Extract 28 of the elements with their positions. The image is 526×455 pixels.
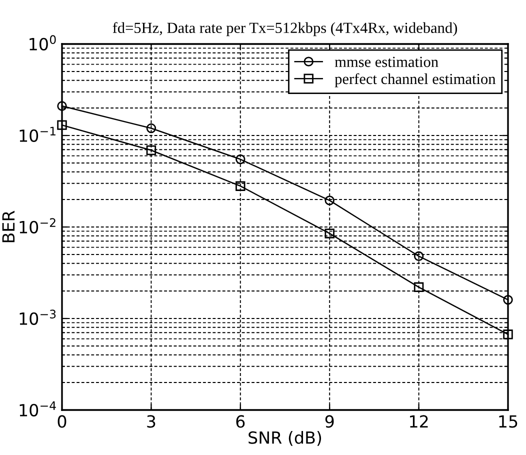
y-tick-label: 10$^{−4}$ [20,401,56,416]
x-tick-label: 12 [410,415,428,428]
x-tick-label: 0 [58,415,66,428]
point [146,123,156,134]
y-tick-label: 10$^{−2}$ [20,218,56,234]
point [236,181,246,191]
point [57,120,67,130]
point [146,145,156,156]
chart-title: fd=5Hz, Data rate per Tx=512kbps (4Tx4Rx, wideband) [112,22,457,36]
point [503,294,513,305]
point [236,154,246,164]
point [57,101,67,111]
x-tick-label: 6 [236,415,245,428]
x-axis-title: SNR (dB) [248,430,322,446]
point [414,251,424,262]
legend-label: perfect channel estimation [334,73,496,88]
x-tick-label: 9 [325,415,334,428]
y-tick-label: 10$^{−1}$ [20,126,56,142]
x-tick-label: 15 [499,415,518,428]
point [414,282,424,292]
point [324,196,334,206]
legend-label: mmse estimation [334,56,438,68]
point [324,228,334,238]
y-tick-label: 10$^{−3}$ [20,310,56,325]
y-axis-title: BER [2,210,15,242]
y-tick-label: 10$^{0}$ [30,35,56,50]
point [503,330,513,340]
x-tick-label: 3 [147,415,156,428]
